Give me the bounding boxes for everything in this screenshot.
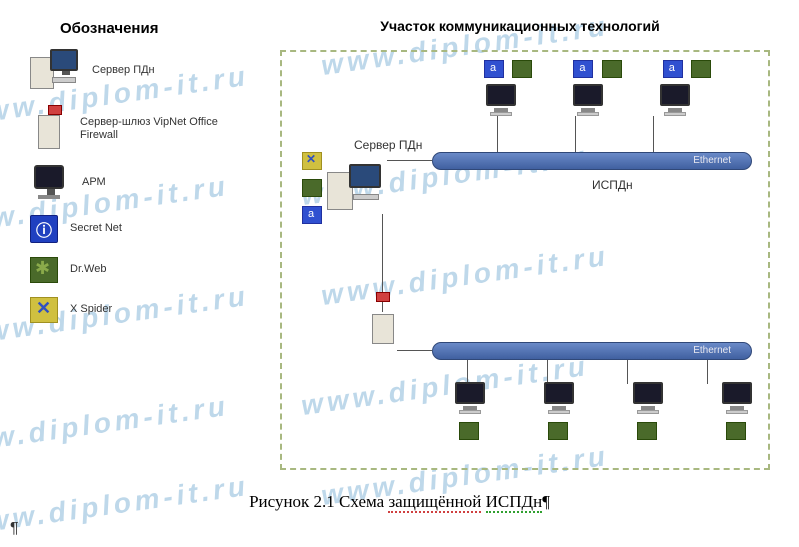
diagram-title: Участок коммуникационных технологий [370,18,670,34]
gateway-icon [30,107,68,151]
watermark-text: www.diplom-it.ru [0,390,231,462]
connector-line [547,360,548,384]
connector-line [575,116,576,152]
connector-line [497,116,498,152]
server-pdn-label: Сервер ПДн [352,138,424,152]
server-pdn-node [327,162,387,214]
legend-item-xspider: X Spider [30,297,250,323]
drweb-badge-icon [602,60,622,78]
caption-mid [481,492,485,511]
connector-line [707,360,708,384]
network-bus-top: Ethernet [432,152,752,170]
gateway-node [364,308,404,348]
caption-prefix: Рисунок 2.1 Схема [249,492,388,511]
figure-caption: Рисунок 2.1 Схема защищённой ИСПДн¶ [0,492,799,512]
secretnet-badge-icon [663,60,683,78]
ispdn-label: ИСПДн [592,178,633,192]
legend-label: АРМ [82,176,106,189]
legend-label: X Spider [70,303,112,316]
caption-underline-2: ИСПДн [486,492,543,513]
legend-label: Сервер ПДн [92,64,155,77]
workstation-icon [542,382,578,412]
drweb-badge-icon [302,179,322,197]
connector-line [387,160,432,161]
xspider-badge-icon [302,152,322,170]
workstation-icon [631,382,667,412]
arm-icon [30,165,70,201]
workstation-icon [453,382,489,412]
network-bus-bottom: Ethernet [432,342,752,360]
bottom-ws-row [447,382,762,417]
drweb-badge-icon [637,422,657,440]
top-ws-row [478,84,700,119]
legend-panel: Обозначения Сервер ПДн Сервер-шлюз VipNe… [30,20,250,337]
secretnet-icon [30,215,58,243]
legend-item-drweb: Dr.Web [30,257,250,283]
bus-label: Ethernet [693,155,731,166]
pilcrow-mark: ¶ [10,520,19,538]
legend-item-gateway: Сервер-шлюз VipNet Office Firewall [30,107,250,151]
diagram-area: Сервер ПДн Ethernet ИСПДн Ethernet [280,50,770,470]
drweb-badge-icon [726,422,746,440]
center-server-badges [300,152,324,229]
connector-line [627,360,628,384]
drweb-icon [30,257,58,283]
secretnet-badge-icon [484,60,504,78]
firewall-badge-icon [376,292,390,302]
caption-underline-1: защищённой [388,492,481,513]
connector-line [397,350,432,351]
legend-label: Сервер-шлюз VipNet Office Firewall [80,116,250,142]
workstation-icon [720,382,756,412]
drweb-badge-icon [548,422,568,440]
secretnet-badge-icon [302,206,322,224]
server-pdn-icon [30,49,80,93]
workstation-icon [658,84,694,114]
pilcrow-mark: ¶ [542,492,550,511]
bus-label: Ethernet [693,345,731,356]
legend-title: Обозначения [60,20,250,37]
workstation-icon [484,84,520,114]
legend-label: Secret Net [70,222,122,235]
top-ws-badges [482,60,713,83]
secretnet-badge-icon [573,60,593,78]
connector-line [653,116,654,152]
connector-line [467,360,468,384]
drweb-badge-icon [691,60,711,78]
xspider-icon [30,297,58,323]
workstation-icon [571,84,607,114]
legend-item-arm: АРМ [30,165,250,201]
drweb-badge-icon [459,422,479,440]
drweb-badge-icon [512,60,532,78]
legend-item-secretnet: Secret Net [30,215,250,243]
bottom-ws-badges [457,422,748,445]
legend-label: Dr.Web [70,263,106,276]
legend-item-server-pdn: Сервер ПДн [30,49,250,93]
